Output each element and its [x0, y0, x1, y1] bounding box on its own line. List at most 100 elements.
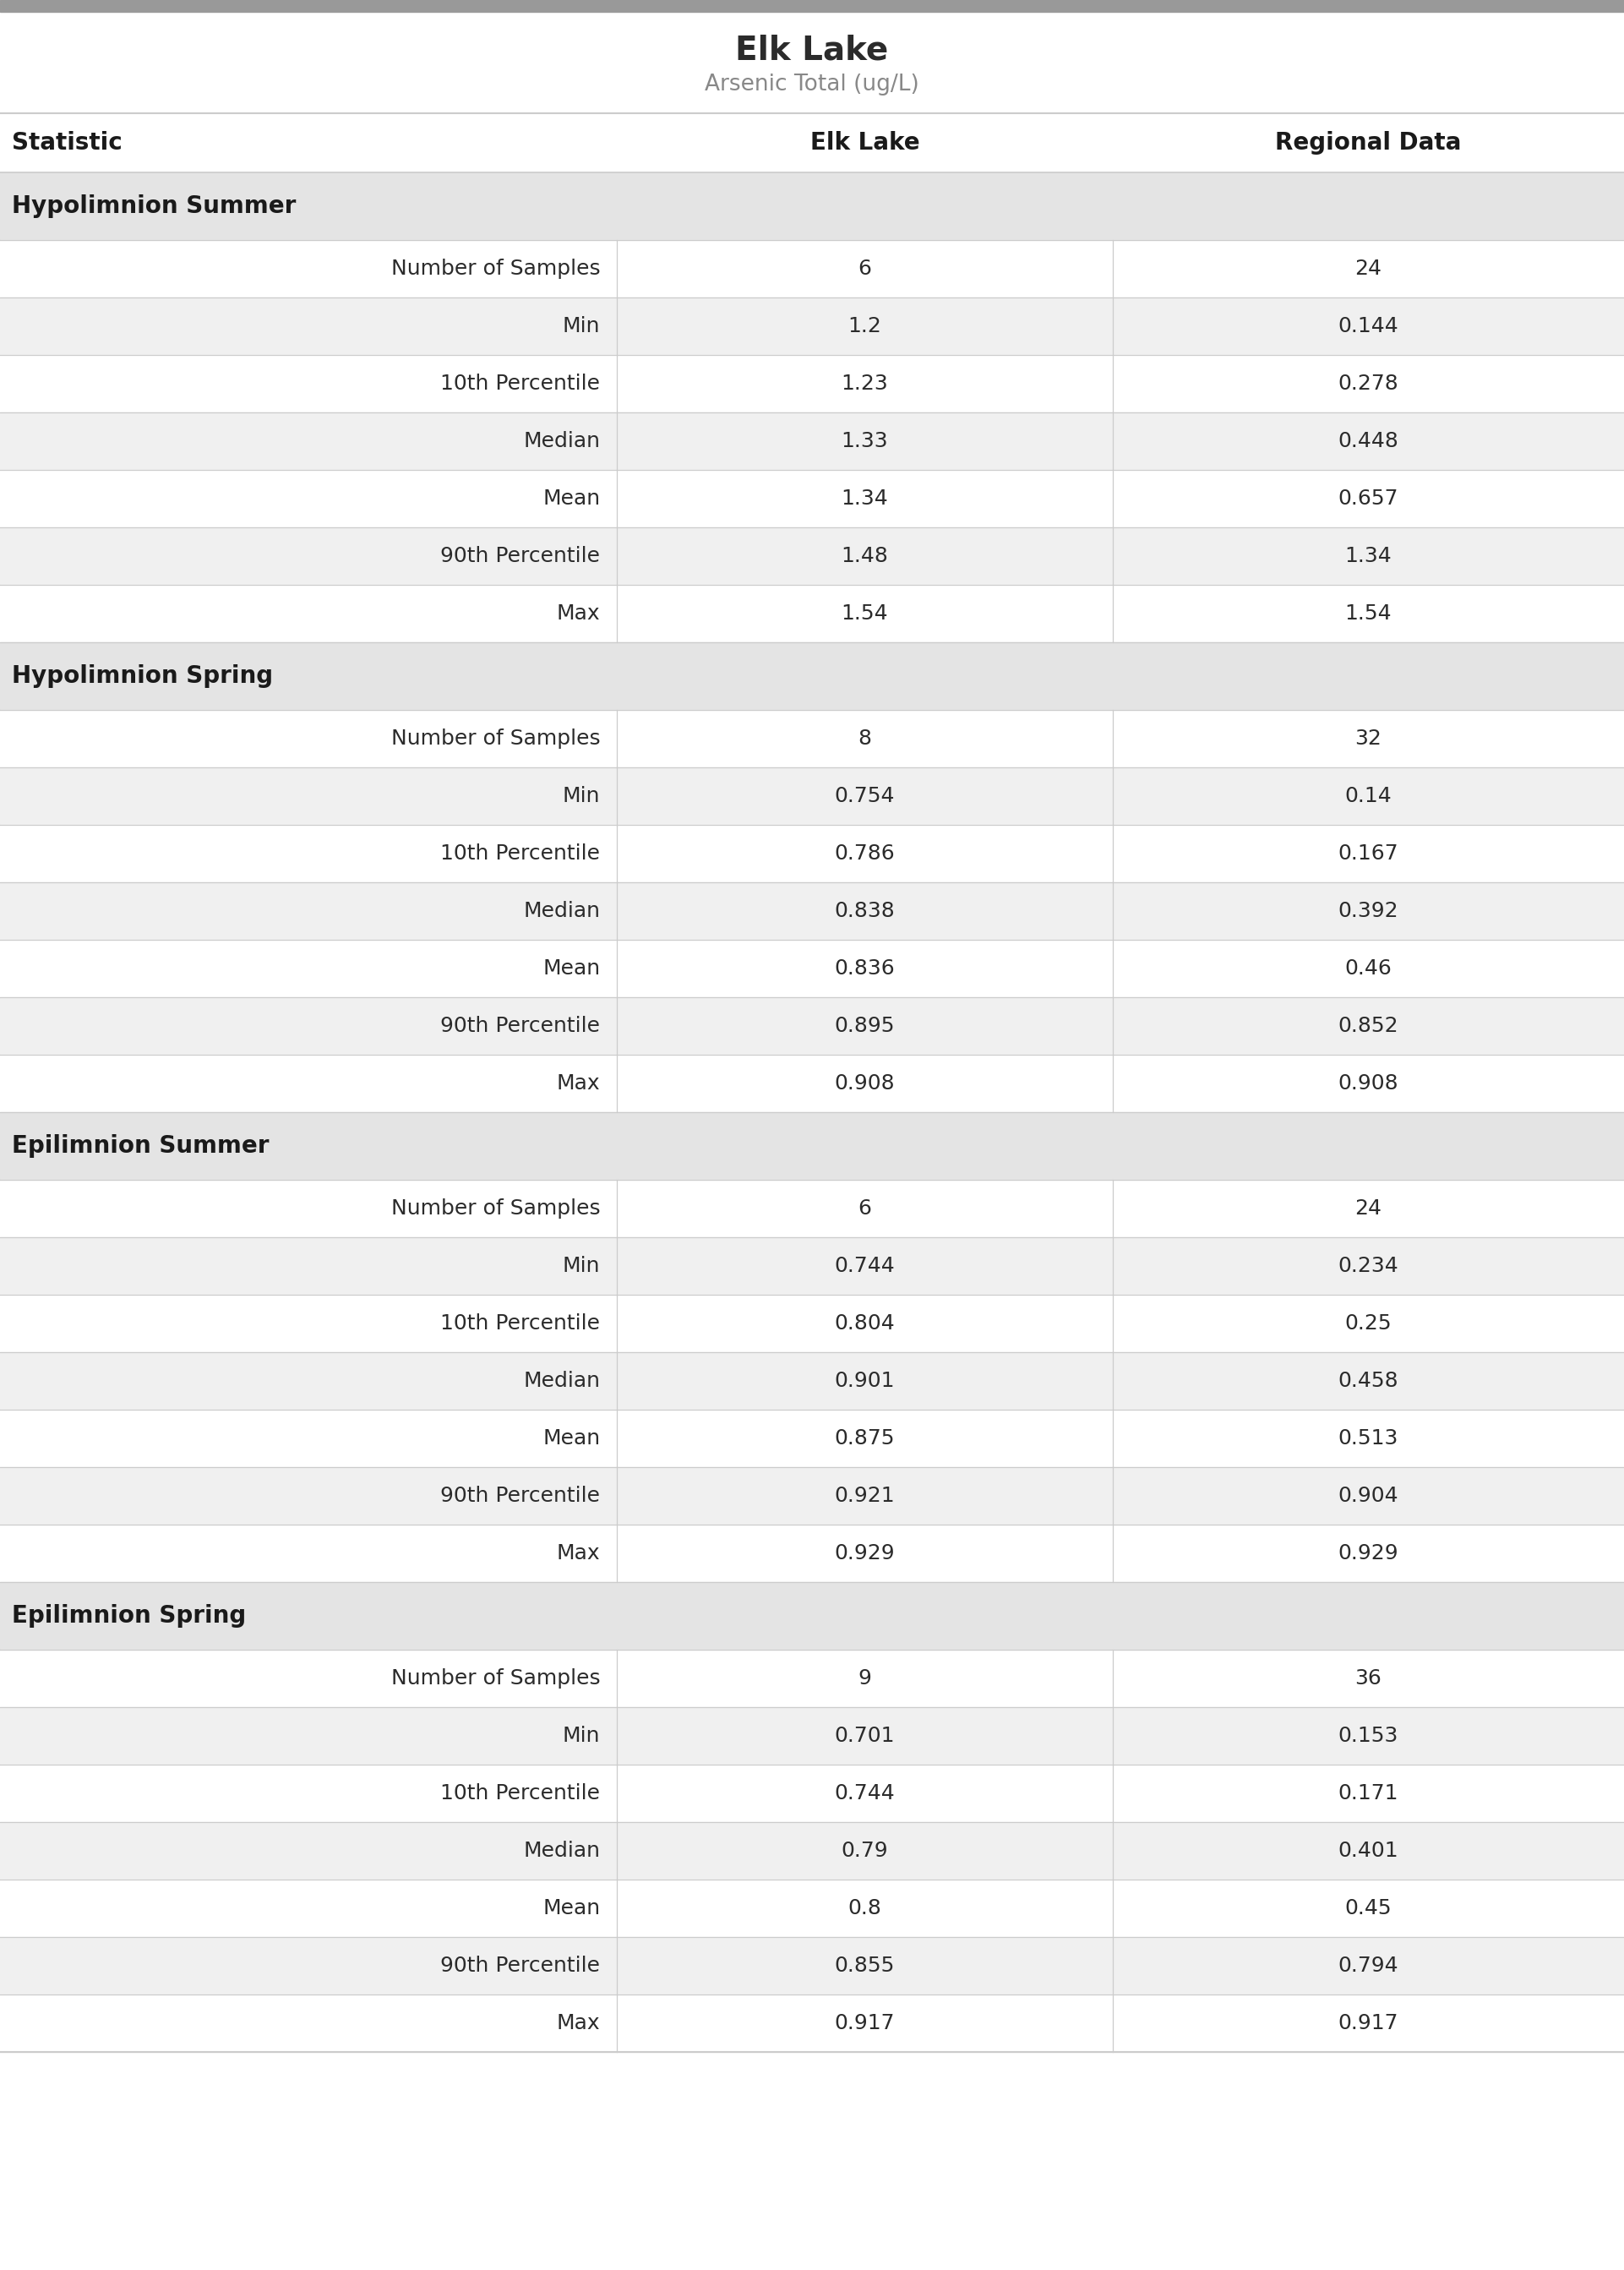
Text: Epilimnion Spring: Epilimnion Spring: [11, 1605, 247, 1628]
Bar: [0, 1880, 1624, 1936]
Bar: [0, 1237, 1624, 1294]
Text: 90th Percentile: 90th Percentile: [440, 1957, 601, 1975]
Text: 1.33: 1.33: [841, 431, 888, 452]
Text: 0.167: 0.167: [1338, 844, 1398, 863]
Text: 1.54: 1.54: [1345, 604, 1392, 624]
Bar: [0, 1056, 1624, 1112]
Bar: [0, 824, 1624, 883]
Text: 32: 32: [1354, 729, 1382, 749]
Text: 90th Percentile: 90th Percentile: [440, 547, 601, 565]
Text: Statistic: Statistic: [11, 132, 122, 154]
Text: Number of Samples: Number of Samples: [391, 1668, 601, 1689]
Bar: [0, 586, 1624, 642]
Text: Hypolimnion Summer: Hypolimnion Summer: [11, 195, 296, 218]
Bar: [0, 1995, 1624, 2052]
Text: 0.855: 0.855: [835, 1957, 895, 1975]
Bar: [0, 297, 1624, 354]
Text: Regional Data: Regional Data: [1275, 132, 1462, 154]
Text: 0.794: 0.794: [1338, 1957, 1398, 1975]
Text: 0.153: 0.153: [1338, 1725, 1398, 1746]
Text: 6: 6: [857, 259, 872, 279]
Text: Number of Samples: Number of Samples: [391, 259, 601, 279]
Bar: [0, 997, 1624, 1056]
Text: Max: Max: [557, 1544, 601, 1564]
Text: 0.908: 0.908: [1338, 1074, 1398, 1094]
Text: 0.744: 0.744: [835, 1784, 895, 1802]
Text: 0.278: 0.278: [1338, 375, 1398, 393]
Bar: [0, 767, 1624, 824]
Text: 0.921: 0.921: [835, 1487, 895, 1505]
Text: 0.234: 0.234: [1338, 1255, 1398, 1276]
Text: 0.744: 0.744: [835, 1255, 895, 1276]
Text: Min: Min: [562, 316, 601, 336]
Text: 0.401: 0.401: [1338, 1841, 1398, 1861]
Text: 1.54: 1.54: [841, 604, 888, 624]
Bar: [0, 1936, 1624, 1995]
Bar: [0, 413, 1624, 470]
Text: 0.171: 0.171: [1338, 1784, 1398, 1802]
Bar: [0, 1410, 1624, 1466]
Text: 0.895: 0.895: [835, 1017, 895, 1035]
Text: Max: Max: [557, 2013, 601, 2034]
Text: 1.48: 1.48: [841, 547, 888, 565]
Text: 10th Percentile: 10th Percentile: [440, 1784, 601, 1802]
Text: 0.754: 0.754: [835, 785, 895, 806]
Text: Min: Min: [562, 1255, 601, 1276]
Text: 0.458: 0.458: [1338, 1371, 1398, 1392]
Text: 0.786: 0.786: [835, 844, 895, 863]
Text: 24: 24: [1354, 259, 1382, 279]
Text: Mean: Mean: [542, 1428, 601, 1448]
Bar: [0, 1112, 1624, 1180]
Bar: [0, 1525, 1624, 1582]
Text: 0.917: 0.917: [835, 2013, 895, 2034]
Bar: [0, 241, 1624, 297]
Text: 0.838: 0.838: [835, 901, 895, 922]
Text: Mean: Mean: [542, 1898, 601, 1918]
Text: 0.929: 0.929: [835, 1544, 895, 1564]
Text: Elk Lake: Elk Lake: [736, 34, 888, 66]
Text: 8: 8: [857, 729, 872, 749]
Text: 0.836: 0.836: [835, 958, 895, 978]
Text: Median: Median: [523, 1371, 601, 1392]
Text: Mean: Mean: [542, 488, 601, 508]
Bar: [0, 1823, 1624, 1880]
Bar: [0, 527, 1624, 586]
Text: Elk Lake: Elk Lake: [810, 132, 919, 154]
Text: 1.23: 1.23: [841, 375, 888, 393]
Text: 10th Percentile: 10th Percentile: [440, 844, 601, 863]
Text: Number of Samples: Number of Samples: [391, 729, 601, 749]
Bar: [0, 1650, 1624, 1707]
Text: 0.392: 0.392: [1338, 901, 1398, 922]
Bar: [0, 940, 1624, 997]
Text: 0.908: 0.908: [835, 1074, 895, 1094]
Text: 36: 36: [1354, 1668, 1382, 1689]
Text: 0.144: 0.144: [1338, 316, 1398, 336]
Text: 0.875: 0.875: [835, 1428, 895, 1448]
Text: Median: Median: [523, 431, 601, 452]
Bar: [0, 1294, 1624, 1353]
Text: 0.46: 0.46: [1345, 958, 1392, 978]
Text: Max: Max: [557, 1074, 601, 1094]
Text: 24: 24: [1354, 1199, 1382, 1219]
Text: Median: Median: [523, 901, 601, 922]
Bar: [0, 1466, 1624, 1525]
Text: 0.8: 0.8: [848, 1898, 882, 1918]
Text: 10th Percentile: 10th Percentile: [440, 1314, 601, 1332]
Text: Min: Min: [562, 785, 601, 806]
Bar: [0, 883, 1624, 940]
Text: 6: 6: [857, 1199, 872, 1219]
Text: 0.901: 0.901: [835, 1371, 895, 1392]
Text: Min: Min: [562, 1725, 601, 1746]
Text: 1.34: 1.34: [1345, 547, 1392, 565]
Bar: [0, 1582, 1624, 1650]
Text: Arsenic Total (ug/L): Arsenic Total (ug/L): [705, 75, 919, 95]
Text: 0.804: 0.804: [835, 1314, 895, 1332]
Bar: [0, 642, 1624, 711]
Bar: [0, 1353, 1624, 1410]
Bar: [0, 1707, 1624, 1764]
Text: 0.448: 0.448: [1338, 431, 1398, 452]
Bar: [0, 354, 1624, 413]
Text: Number of Samples: Number of Samples: [391, 1199, 601, 1219]
Text: 0.701: 0.701: [835, 1725, 895, 1746]
Text: 1.2: 1.2: [848, 316, 882, 336]
